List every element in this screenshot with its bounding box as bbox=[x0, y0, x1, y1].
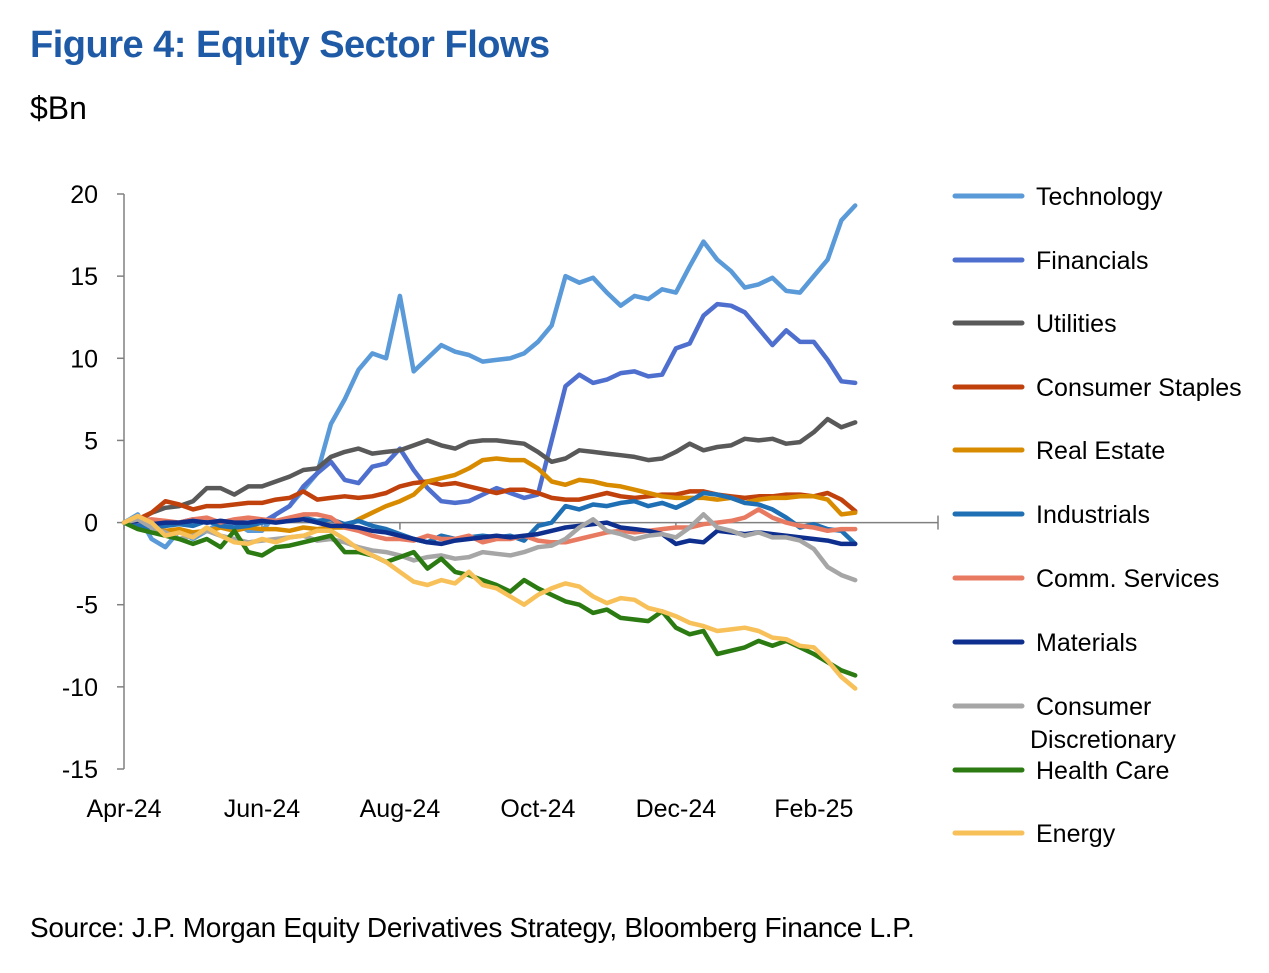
legend-label-consumer-discretionary: Consumer Discretionary bbox=[1030, 693, 1176, 754]
legend-label-financials: Financials bbox=[1036, 247, 1149, 275]
legend-label-utilities: Utilities bbox=[1036, 310, 1117, 338]
legend-label-materials: Materials bbox=[1036, 629, 1137, 657]
y-tick-label: 20 bbox=[70, 181, 98, 209]
series-line-comm-services bbox=[121, 507, 858, 545]
x-tick-label: Jun-24 bbox=[224, 795, 301, 823]
x-tick-label: Feb-25 bbox=[774, 795, 853, 823]
x-tick-label: Apr-24 bbox=[86, 795, 161, 823]
y-tick-label: 10 bbox=[70, 345, 98, 373]
x-tick-label: Aug-24 bbox=[360, 795, 441, 823]
y-tick-label: 0 bbox=[84, 510, 98, 538]
y-tick-label: -15 bbox=[62, 756, 98, 784]
x-tick-label: Oct-24 bbox=[500, 795, 575, 823]
unit-label: $Bn bbox=[30, 90, 87, 126]
source-note: Source: J.P. Morgan Equity Derivatives S… bbox=[30, 912, 915, 943]
legend-label-real-estate: Real Estate bbox=[1036, 437, 1165, 465]
x-tick-label: Dec-24 bbox=[636, 795, 717, 823]
y-tick-label: -10 bbox=[62, 674, 98, 702]
y-tick-label: 15 bbox=[70, 263, 98, 291]
series-line-health-care bbox=[121, 520, 858, 678]
series-line-utilities bbox=[121, 416, 858, 525]
legend: Technology Financials Utilities Consumer St… bbox=[952, 183, 1242, 848]
legend-label-industrials: Industrials bbox=[1036, 501, 1150, 529]
series-line-energy bbox=[121, 513, 858, 691]
legend-label-energy: Energy bbox=[1036, 820, 1116, 848]
axes: 20 15 10 5 0 -5 -10 -15 Apr-24 Jun-24 Aug-24 Oct-24… bbox=[62, 181, 939, 823]
figure-title: Figure 4: Equity Sector Flows bbox=[30, 24, 550, 66]
legend-label-health-care: Health Care bbox=[1036, 757, 1169, 785]
legend-label-technology: Technology bbox=[1036, 183, 1163, 211]
y-tick-label: 5 bbox=[84, 427, 98, 455]
y-tick-label: -5 bbox=[76, 592, 98, 620]
series-lines bbox=[121, 203, 858, 691]
legend-label-consumer-staples: Consumer Staples bbox=[1036, 374, 1242, 402]
legend-label-comm-services: Comm. Services bbox=[1036, 565, 1219, 593]
